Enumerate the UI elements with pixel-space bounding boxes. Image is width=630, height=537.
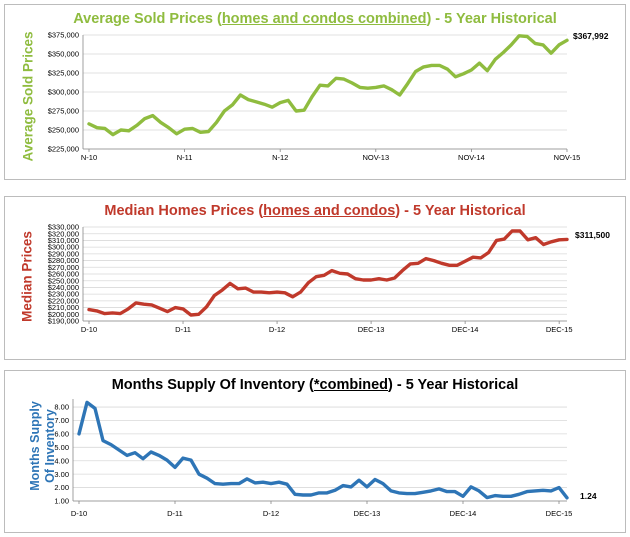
y-tick-label: $240,000 bbox=[48, 283, 79, 292]
y-tick-label: 6.00 bbox=[54, 429, 69, 438]
y-tick-label: $260,000 bbox=[48, 270, 79, 279]
series-line bbox=[87, 34, 569, 137]
y-tick-label: $250,000 bbox=[48, 276, 79, 285]
x-tick-label: N-12 bbox=[272, 153, 288, 162]
title-part: ) - 5 Year Historical bbox=[426, 11, 557, 27]
y-tick-label: 7.00 bbox=[54, 416, 69, 425]
title-part: Months Supply Of Inventory ( bbox=[111, 377, 314, 393]
y-tick-label: $325,000 bbox=[48, 69, 79, 78]
last-value-label: $367,992 bbox=[573, 31, 609, 41]
y-tick-label: 4.00 bbox=[54, 456, 69, 465]
y-tick-label: $330,000 bbox=[48, 223, 79, 232]
title-part-underlined: *combined bbox=[313, 377, 389, 393]
x-tick-label: DEC-15 bbox=[546, 509, 573, 518]
x-tick-label: D-12 bbox=[269, 325, 285, 334]
y-tick-label: 3.00 bbox=[54, 470, 69, 479]
x-tick-label: D-10 bbox=[81, 325, 97, 334]
title-part: Average Sold Prices ( bbox=[73, 11, 222, 27]
series-line bbox=[87, 229, 569, 317]
x-tick-label: D-12 bbox=[263, 509, 279, 518]
x-tick-label: NOV-15 bbox=[554, 153, 581, 162]
chart-panel-median-prices: Median Homes Prices (homes and condos) -… bbox=[4, 196, 626, 360]
y-tick-label: 1.00 bbox=[54, 497, 69, 506]
y-tick-label: $300,000 bbox=[48, 243, 79, 252]
last-value-label: $311,500 bbox=[575, 230, 610, 240]
line-chart: 1.00 2.00 3.00 4.00 5.00 6.00 7.00 8.00 D-10 D-11… bbox=[54, 399, 573, 518]
x-tick-label: NOV-14 bbox=[458, 153, 485, 162]
title-part: Median Homes Prices ( bbox=[104, 203, 264, 219]
x-tick-label: DEC-13 bbox=[354, 509, 381, 518]
title-part-underlined: homes and condos bbox=[263, 203, 396, 219]
y-tick-label: 2.00 bbox=[54, 483, 69, 492]
chart-title: Months Supply Of Inventory (*combined) -… bbox=[5, 377, 625, 393]
chart-panel-months-supply: Months Supply Of Inventory (*combined) -… bbox=[4, 370, 626, 533]
y-tick-label: $200,000 bbox=[48, 310, 79, 319]
y-tick-label: $225,000 bbox=[48, 145, 79, 154]
x-tick-label: DEC-14 bbox=[452, 325, 479, 334]
y-tick-label: $320,000 bbox=[48, 229, 79, 238]
y-tick-label: $220,000 bbox=[48, 296, 79, 305]
y-tick-label: $210,000 bbox=[48, 303, 79, 312]
y-tick-label: $375,000 bbox=[48, 31, 79, 40]
line-chart: $225,000 $250,000 $275,000 $300,000 $325,000… bbox=[48, 31, 581, 162]
y-tick-label: $280,000 bbox=[48, 256, 79, 265]
x-tick-label: D-11 bbox=[167, 509, 183, 518]
x-tick-label: DEC-14 bbox=[450, 509, 477, 518]
y-tick-label: $350,000 bbox=[48, 50, 79, 59]
x-tick-label: DEC-13 bbox=[358, 325, 385, 334]
title-part: ) - 5 Year Historical bbox=[395, 203, 526, 219]
line-chart: $190,000$200,000$210,000$220,000$230,000… bbox=[48, 223, 573, 334]
x-tick-label: NOV-13 bbox=[362, 153, 389, 162]
chart-title: Median Homes Prices (homes and condos) -… bbox=[5, 203, 625, 219]
y-tick-label: $310,000 bbox=[48, 236, 79, 245]
x-tick-label: D-10 bbox=[71, 509, 87, 518]
y-tick-label: 8.00 bbox=[54, 403, 69, 412]
x-tick-label: DEC-15 bbox=[546, 325, 573, 334]
chart-title: Average Sold Prices (homes and condos co… bbox=[5, 11, 625, 27]
y-tick-label: $275,000 bbox=[48, 107, 79, 116]
series-line bbox=[77, 400, 569, 500]
last-value-label: 1.24 bbox=[580, 491, 597, 501]
y-tick-label: $290,000 bbox=[48, 249, 79, 258]
y-tick-label: 5.00 bbox=[54, 443, 69, 452]
y-tick-label: $250,000 bbox=[48, 126, 79, 135]
x-tick-label: D-11 bbox=[175, 325, 191, 334]
title-part: ) - 5 Year Historical bbox=[388, 377, 519, 393]
y-tick-label: $230,000 bbox=[48, 290, 79, 299]
x-tick-label: N-11 bbox=[177, 153, 193, 162]
y-tick-label: $300,000 bbox=[48, 88, 79, 97]
title-part-underlined: homes and condos combined bbox=[221, 11, 427, 27]
chart-panel-average-sold-prices: Average Sold Prices (homes and condos co… bbox=[4, 4, 626, 180]
y-tick-label: $270,000 bbox=[48, 263, 79, 272]
y-tick-label: $190,000 bbox=[48, 317, 79, 326]
x-tick-label: N-10 bbox=[81, 153, 97, 162]
